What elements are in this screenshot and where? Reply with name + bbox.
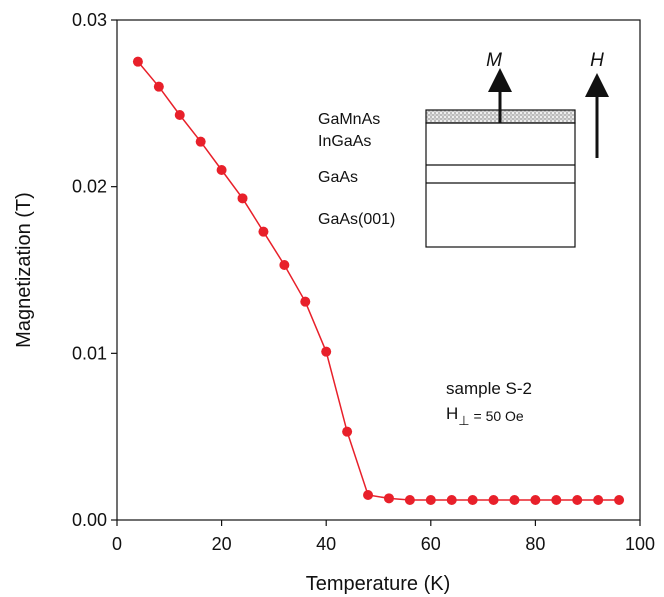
data-point [195, 136, 206, 147]
data-point [530, 495, 541, 505]
data-point [404, 495, 415, 505]
x-tick-label: 20 [212, 534, 232, 554]
x-tick-label: 100 [625, 534, 655, 554]
y-tick-label: 0.02 [72, 177, 107, 197]
data-point [467, 495, 478, 505]
x-tick-label: 80 [525, 534, 545, 554]
data-point [446, 495, 457, 505]
layer-label: GaAs [318, 169, 358, 186]
annotation-part: H [446, 404, 458, 423]
data-point [509, 495, 520, 505]
data-point [425, 495, 436, 505]
layer-label: GaMnAs [318, 111, 380, 128]
m-label: M [486, 50, 502, 71]
y-tick-label: 0.03 [72, 10, 107, 30]
data-point [132, 56, 143, 67]
y-tick-label: 0.00 [72, 510, 107, 530]
data-point [279, 260, 290, 270]
data-point [551, 495, 562, 505]
annotation-part: = 50 Oe [470, 408, 524, 424]
data-point [258, 226, 269, 237]
h-label: H [590, 50, 604, 71]
y-axis-title: Magnetization (T) [13, 192, 35, 348]
data-point [488, 495, 499, 505]
data-point [383, 493, 394, 504]
substrate [425, 122, 576, 248]
y-tick-label: 0.01 [72, 343, 107, 363]
x-tick-label: 0 [112, 534, 122, 554]
x-tick-label: 60 [421, 534, 441, 554]
data-point [363, 490, 374, 500]
plot-frame [116, 19, 641, 521]
data-point [237, 193, 248, 204]
data-point [174, 110, 185, 120]
annotation: H⊥ = 50 Oe [446, 404, 524, 428]
inset: M H GaMnAs InGaAs GaAs GaAs(001) [318, 50, 609, 248]
data-point [342, 426, 353, 437]
data-point [614, 495, 625, 505]
layer-label: GaAs(001) [318, 211, 395, 228]
data-point [216, 165, 227, 175]
data-point [572, 495, 583, 505]
data-point [593, 495, 604, 505]
x-tick-label: 40 [316, 534, 336, 554]
layer-label: InGaAs [318, 133, 371, 150]
annotation: sample S-2 [446, 379, 532, 398]
data-point [300, 296, 311, 307]
data-point [153, 81, 164, 92]
x-axis-title: Temperature (K) [306, 573, 451, 595]
data-point [321, 346, 332, 357]
annotation-sub: ⊥ [458, 413, 469, 428]
